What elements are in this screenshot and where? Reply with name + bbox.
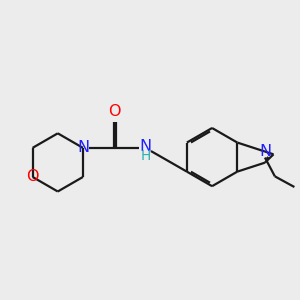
Text: N: N — [259, 144, 271, 159]
Text: O: O — [108, 104, 120, 119]
Text: N: N — [139, 139, 152, 154]
Text: H: H — [141, 149, 151, 163]
Text: N: N — [77, 140, 89, 155]
Text: O: O — [26, 169, 39, 184]
